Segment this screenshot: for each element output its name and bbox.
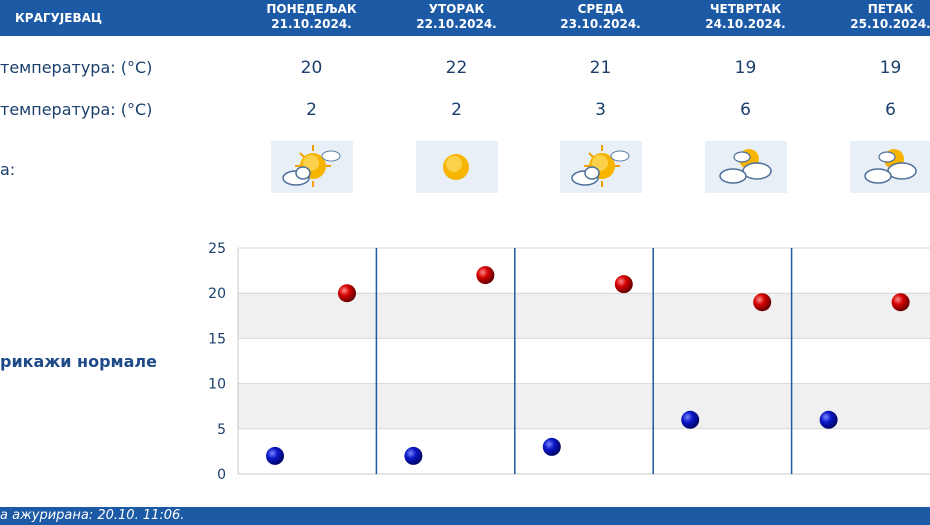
city-name: КРАГУЈЕВАЦ <box>15 11 103 25</box>
max-temp-label: температура: (°C) <box>0 58 153 77</box>
last-updated: а ажурирана: 20.10. 11:06. <box>0 508 185 523</box>
min-temp-value: 6 <box>740 100 751 120</box>
y-tick-label: 10 <box>208 377 226 393</box>
max-temp-value: 19 <box>879 58 902 78</box>
max-temp-value: 22 <box>445 58 468 78</box>
max-temp-value: 20 <box>300 58 323 78</box>
cloud-sun-icon <box>705 141 787 193</box>
day-header-1: ПОНЕДЕЉАК 21.10.2024. <box>239 2 384 32</box>
max-temp-point <box>891 293 910 312</box>
max-temp-value: 21 <box>589 58 612 78</box>
y-tick-label: 20 <box>208 286 226 302</box>
day-header-3: СРЕДА 23.10.2024. <box>528 2 673 32</box>
sun-cloud-icon <box>560 141 642 193</box>
min-temp-point <box>681 410 700 429</box>
day-date: 25.10.2024. <box>850 17 930 31</box>
grid-band <box>238 383 930 429</box>
y-tick-label: 15 <box>208 331 226 347</box>
day-name: УТОРАК <box>428 2 485 16</box>
y-tick-label: 5 <box>217 422 226 438</box>
day-header-2: УТОРАК 22.10.2024. <box>384 2 529 32</box>
footer-bar: а ажурирана: 20.10. 11:06. <box>0 507 930 525</box>
y-tick-label: 25 <box>208 241 226 257</box>
min-temp-point <box>542 437 561 456</box>
forecast-header: КРАГУЈЕВАЦ ПОНЕДЕЉАК 21.10.2024. УТОРАК … <box>0 0 930 36</box>
max-temp-point <box>753 293 772 312</box>
sun-icon <box>416 141 498 193</box>
day-name: ПЕТАК <box>867 2 914 16</box>
min-temp-value: 2 <box>306 100 317 120</box>
max-temp-point <box>614 275 633 294</box>
temperature-chart: 0 5 10 15 20 25 <box>208 241 930 483</box>
day-date: 24.10.2024. <box>705 17 786 31</box>
day-name: СРЕДА <box>577 2 624 16</box>
min-temp-point <box>819 410 838 429</box>
day-name: ЧЕТВРТАК <box>709 2 782 16</box>
grid-band <box>238 293 930 339</box>
day-date: 22.10.2024. <box>416 17 497 31</box>
max-temp-point <box>338 284 356 303</box>
show-normals-link[interactable]: рикажи нормале <box>0 352 157 371</box>
day-date: 23.10.2024. <box>560 17 641 31</box>
day-name: ПОНЕДЕЉАК <box>266 2 357 16</box>
y-tick-label: 0 <box>217 467 226 483</box>
day-header-5: ПЕТАК 25.10.2024. <box>818 2 930 32</box>
weather-label: а: <box>0 160 16 179</box>
min-temp-point <box>266 446 284 465</box>
day-date: 21.10.2024. <box>271 17 352 31</box>
max-temp-point <box>476 266 495 285</box>
min-temp-value: 3 <box>595 100 606 120</box>
min-temp-value: 6 <box>885 100 896 120</box>
min-temp-value: 2 <box>451 100 462 120</box>
cloud-sun-icon <box>850 141 930 193</box>
max-temp-value: 19 <box>734 58 757 78</box>
min-temp-label: температура: (°C) <box>0 100 153 119</box>
day-header-4: ЧЕТВРТАК 24.10.2024. <box>673 2 818 32</box>
sun-cloud-icon <box>271 141 353 193</box>
min-temp-point <box>404 446 423 465</box>
